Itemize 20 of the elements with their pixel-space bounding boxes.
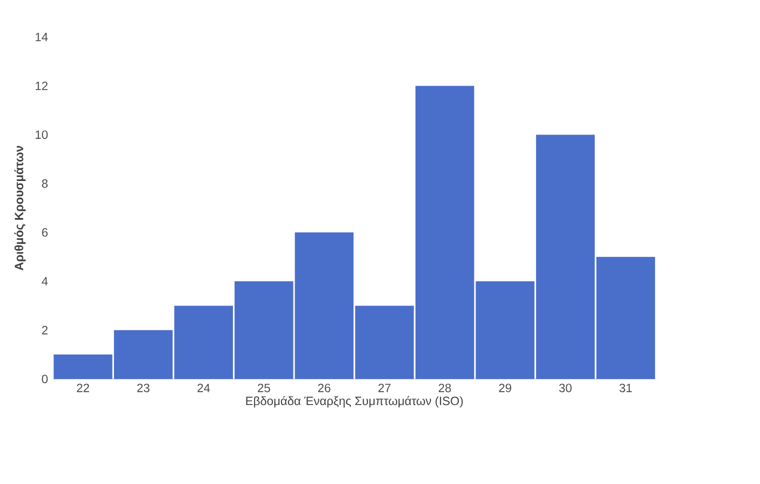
x-tick-label: 29 <box>499 384 512 392</box>
x-tick-label: 30 <box>559 384 572 392</box>
x-tick-label: 23 <box>137 384 150 392</box>
y-tick-label: 10 <box>36 130 48 139</box>
x-axis-title: Εβδομάδα Έναρξης Συμπτωμάτων (ISO) <box>246 396 463 408</box>
x-tick-label: 27 <box>378 384 391 392</box>
x-tick-label: 28 <box>438 384 451 392</box>
x-tick-label: 25 <box>258 384 270 392</box>
y-tick-label: 2 <box>42 326 48 334</box>
y-tick-label: 4 <box>42 277 48 286</box>
y-tick-label: 0 <box>42 374 48 384</box>
x-tick-label: 26 <box>318 384 330 392</box>
x-tick-label: 31 <box>619 384 632 392</box>
y-tick-label: 8 <box>42 179 48 188</box>
y-tick-label: 6 <box>42 228 48 237</box>
x-tick-label: 24 <box>198 384 210 392</box>
y-tick-label: 12 <box>36 82 48 90</box>
x-tick-label: 22 <box>76 384 90 392</box>
y-axis-title: Αριθμός Κρουσμάτων <box>14 146 26 270</box>
y-tick-label: 14 <box>36 32 48 42</box>
